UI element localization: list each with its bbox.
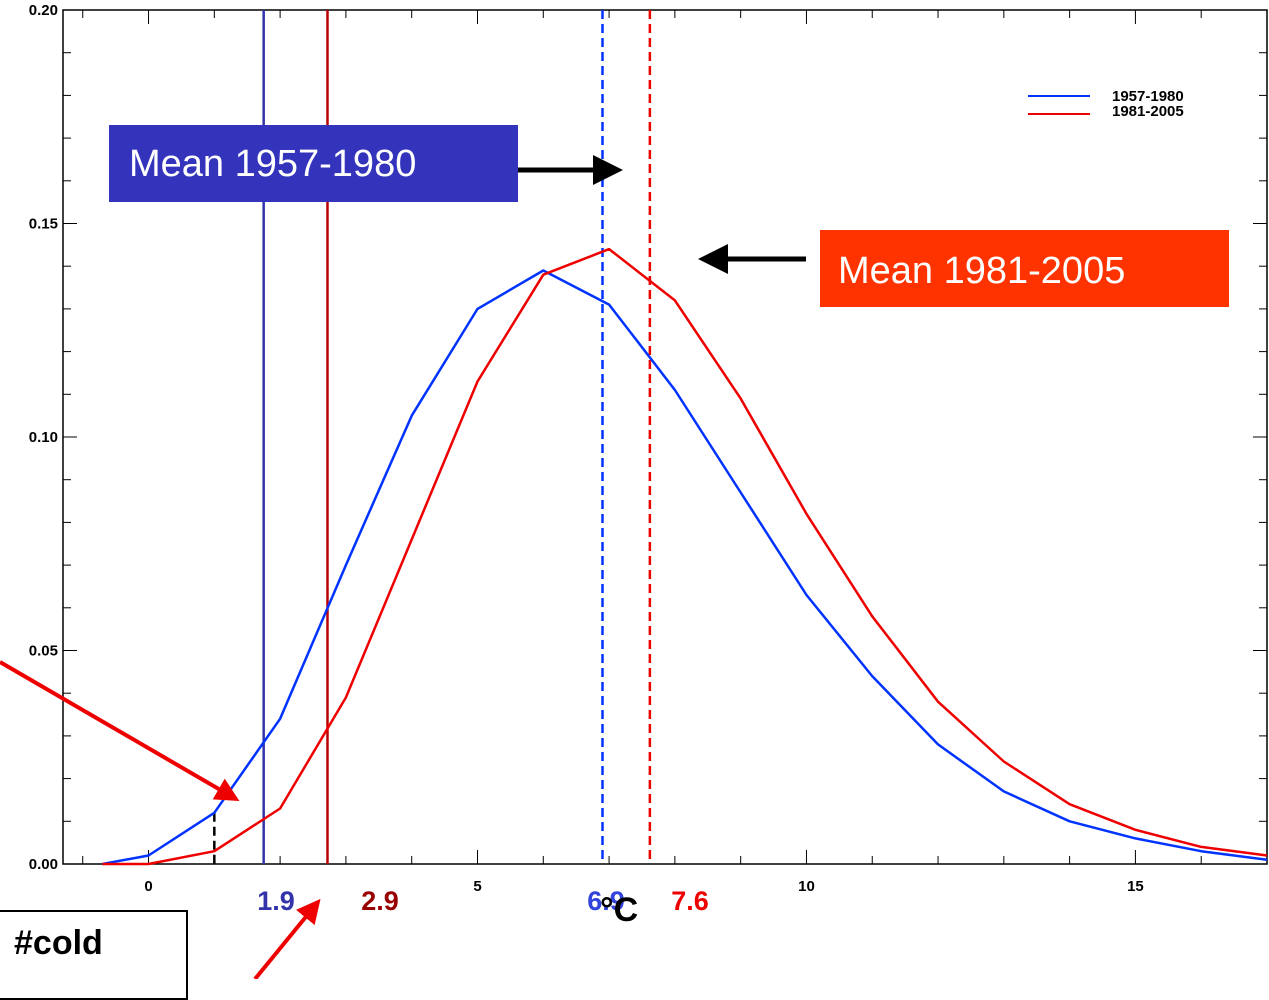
- y-tick-label: 0.05: [29, 643, 58, 660]
- x-tick-label: 10: [798, 878, 815, 895]
- y-tick-label: 0.15: [29, 216, 58, 233]
- x-tick-label: 0: [144, 878, 152, 895]
- red-arrow-to-cold-threshold: [0, 660, 240, 802]
- value-labels: 1.9 2.9 6.9 7.6: [257, 886, 709, 916]
- series-lines: [102, 247, 1268, 866]
- value-label-1-9: 1.9: [257, 886, 295, 916]
- legend: 1957-1980 1981-2005: [1028, 88, 1184, 120]
- chart-svg: 0 5 10 15 0.00 0.05 0.10 0.15 0.20 1957-1980 198…: [0, 2, 1268, 979]
- y-tick-label: 0.20: [29, 2, 58, 19]
- x-axis-label: °C: [600, 891, 639, 929]
- value-label-2-9: 2.9: [361, 886, 399, 916]
- cold-label-box: #cold: [0, 910, 188, 1000]
- x-tick-label: 15: [1127, 878, 1144, 895]
- red-arrow-to-p10-value: [253, 898, 321, 979]
- value-label-6-9: 6.9: [587, 886, 625, 916]
- legend-label-1957-1980: 1957-1980: [1112, 88, 1184, 105]
- y-tick-label: 0.10: [29, 429, 58, 446]
- series-line-1957-1980: [102, 269, 1268, 866]
- annotation-arrows: [0, 155, 806, 979]
- axis-ticks: [63, 9, 1268, 865]
- mean-1957-1980-box: Mean 1957-1980: [109, 125, 518, 202]
- legend-label-1981-2005: 1981-2005: [1112, 103, 1184, 120]
- value-label-7-6: 7.6: [671, 886, 709, 916]
- series-line-1981-2005: [102, 247, 1268, 866]
- tick-labels: 0 5 10 15 0.00 0.05 0.10 0.15 0.20: [29, 2, 1144, 895]
- y-tick-label: 0.00: [29, 856, 58, 873]
- x-tick-label: 5: [473, 878, 481, 895]
- mean-1981-2005-box: Mean 1981-2005: [820, 230, 1229, 307]
